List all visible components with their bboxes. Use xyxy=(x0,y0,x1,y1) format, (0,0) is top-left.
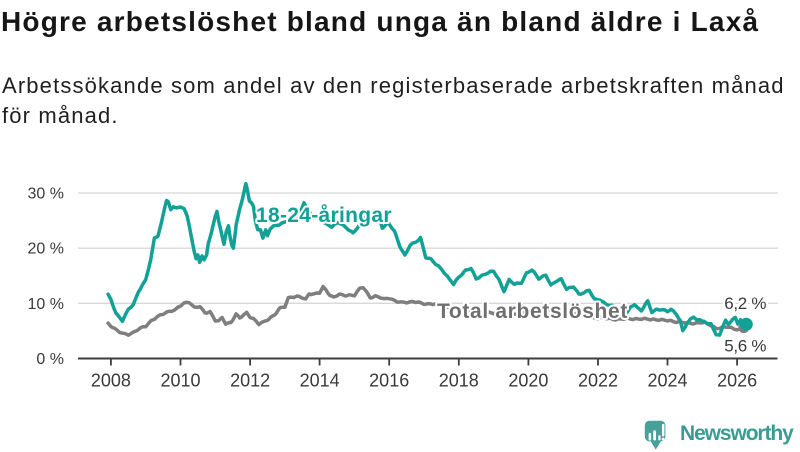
svg-text:5,6 %: 5,6 % xyxy=(724,337,766,356)
svg-text:Total arbetslöshet: Total arbetslöshet xyxy=(437,300,628,323)
svg-text:30 %: 30 % xyxy=(28,186,64,203)
svg-text:2012: 2012 xyxy=(230,371,270,391)
svg-text:2008: 2008 xyxy=(91,371,131,391)
svg-text:2024: 2024 xyxy=(647,371,687,391)
svg-text:2016: 2016 xyxy=(369,371,409,391)
svg-text:18-24-åringar: 18-24-åringar xyxy=(256,204,392,227)
svg-text:2022: 2022 xyxy=(578,371,618,391)
svg-text:2010: 2010 xyxy=(160,371,200,391)
svg-text:2018: 2018 xyxy=(439,371,479,391)
svg-text:2026: 2026 xyxy=(717,371,757,391)
svg-text:2020: 2020 xyxy=(508,371,548,391)
svg-text:Newsworthy: Newsworthy xyxy=(680,422,794,445)
svg-text:20 %: 20 % xyxy=(28,241,64,258)
svg-text:0 %: 0 % xyxy=(36,351,64,368)
svg-text:10 %: 10 % xyxy=(28,296,64,313)
svg-text:6,2 %: 6,2 % xyxy=(724,294,766,313)
svg-text:2014: 2014 xyxy=(300,371,340,391)
